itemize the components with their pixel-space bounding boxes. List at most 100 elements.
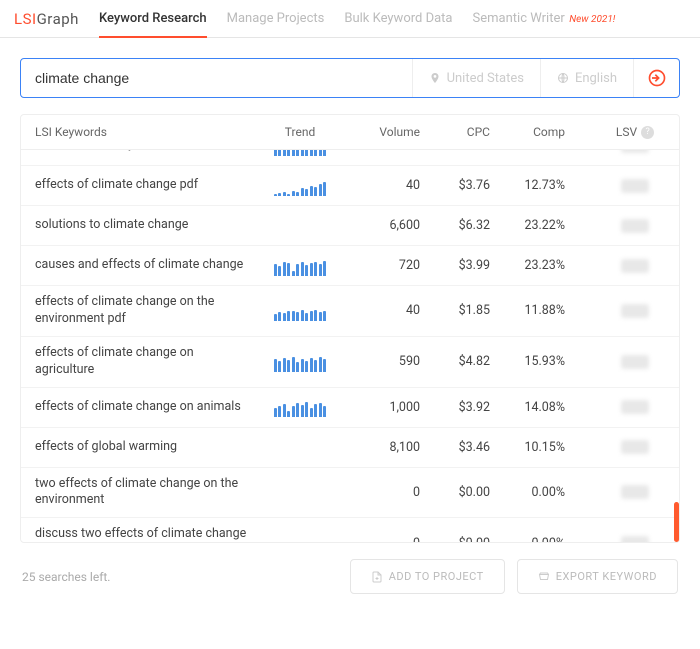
table-row[interactable]: solutions to climate change6,600$6.3223.… bbox=[21, 206, 679, 246]
table-row[interactable]: discuss two effects of climate change on… bbox=[21, 518, 679, 542]
comp-cell: 14.08% bbox=[490, 400, 565, 415]
nav-item[interactable]: Bulk Keyword Data bbox=[344, 11, 452, 26]
vol-cell: 40 bbox=[340, 178, 420, 193]
sparkline bbox=[274, 256, 327, 276]
nav-item[interactable]: Manage Projects bbox=[227, 11, 325, 26]
trend-cell bbox=[260, 256, 340, 276]
sparkline bbox=[274, 301, 327, 321]
table-row[interactable]: effects of global warming 8,100$3.4610.15… bbox=[21, 428, 679, 468]
scrollbar-thumb[interactable] bbox=[674, 502, 679, 542]
keyword-cell: discuss two effects of climate change on… bbox=[35, 526, 260, 542]
lsv-cell bbox=[605, 440, 665, 454]
keyword-cell: two effects of climate change on the env… bbox=[35, 476, 260, 510]
lsv-cell bbox=[605, 259, 665, 273]
trend-cell bbox=[260, 150, 340, 156]
lsv-blurred-value bbox=[621, 440, 649, 454]
export-icon bbox=[538, 571, 550, 583]
lsv-cell bbox=[605, 485, 665, 499]
nav-item[interactable]: Keyword Research bbox=[99, 11, 207, 38]
keyword-cell: effects of climate change on the environ… bbox=[35, 294, 260, 328]
lsv-blurred-value bbox=[621, 536, 649, 542]
search-quota-status: 25 searches left. bbox=[22, 570, 110, 584]
lsv-blurred-value bbox=[621, 400, 649, 414]
globe-icon bbox=[557, 72, 569, 84]
search-bar: United States English bbox=[20, 58, 680, 98]
keyword-cell: solutions to climate change bbox=[35, 217, 260, 234]
lsv-cell bbox=[605, 150, 665, 153]
table-row[interactable]: wildlife and ecosystems bbox=[21, 150, 679, 166]
table-body: wildlife and ecosystems effects of climat… bbox=[21, 150, 679, 542]
keyword-cell: effects of global warming bbox=[35, 439, 260, 456]
cpc-cell: $3.99 bbox=[420, 258, 490, 273]
location-label: United States bbox=[447, 71, 524, 86]
add-to-project-button[interactable]: ADD TO PROJECT bbox=[350, 559, 505, 594]
keyword-cell: effects of climate change pdf bbox=[35, 177, 260, 194]
location-icon bbox=[429, 72, 441, 84]
help-icon[interactable]: ? bbox=[641, 126, 654, 139]
search-submit-button[interactable] bbox=[633, 59, 679, 97]
col-cpc: CPC bbox=[420, 125, 490, 139]
trend-cell bbox=[260, 352, 340, 372]
table-row[interactable]: effects of climate change on animals1,00… bbox=[21, 388, 679, 428]
lsv-cell bbox=[605, 179, 665, 193]
enter-icon bbox=[647, 68, 667, 88]
comp-cell: 23.23% bbox=[490, 258, 565, 273]
nav-item[interactable]: Semantic Writer New 2021! bbox=[473, 11, 616, 26]
lsv-blurred-value bbox=[621, 304, 649, 318]
lsv-blurred-value bbox=[621, 150, 649, 153]
top-nav: LSIGraph Keyword Research Manage Projects… bbox=[0, 0, 700, 38]
cpc-cell: $4.82 bbox=[420, 354, 490, 369]
sparkline bbox=[274, 150, 327, 156]
cpc-cell: $1.85 bbox=[420, 303, 490, 318]
keyword-cell: effects of climate change on agriculture bbox=[35, 345, 260, 379]
col-lsv: LSV ? bbox=[605, 125, 665, 139]
table-row[interactable]: causes and effects of climate change720$… bbox=[21, 246, 679, 286]
cpc-cell: $3.92 bbox=[420, 400, 490, 415]
lsv-cell bbox=[605, 400, 665, 414]
cpc-cell: $0.00 bbox=[420, 536, 490, 542]
table-row[interactable]: effects of climate change on the environ… bbox=[21, 286, 679, 337]
footer: 25 searches left. ADD TO PROJECT EXPORT … bbox=[20, 543, 680, 594]
new-badge: New 2021! bbox=[567, 14, 616, 25]
trend-cell bbox=[260, 301, 340, 321]
lsv-cell bbox=[605, 219, 665, 233]
table-row[interactable]: two effects of climate change on the env… bbox=[21, 468, 679, 519]
cpc-cell: $3.76 bbox=[420, 178, 490, 193]
table-row[interactable]: effects of climate change pdf 40$3.7612.7… bbox=[21, 166, 679, 206]
logo: LSIGraph bbox=[14, 10, 79, 28]
comp-cell: 10.15% bbox=[490, 440, 565, 455]
comp-cell: 15.93% bbox=[490, 354, 565, 369]
vol-cell: 0 bbox=[340, 485, 420, 500]
sparkline bbox=[274, 397, 327, 417]
comp-cell: 0.00% bbox=[490, 536, 565, 542]
sparkline bbox=[274, 352, 327, 372]
lsv-blurred-value bbox=[621, 259, 649, 273]
vol-cell: 590 bbox=[340, 354, 420, 369]
vol-cell: 1,000 bbox=[340, 400, 420, 415]
cpc-cell: $6.32 bbox=[420, 218, 490, 233]
comp-cell: 23.22% bbox=[490, 218, 565, 233]
results-panel: LSI Keywords Trend Volume CPC Comp LSV ?… bbox=[20, 114, 680, 543]
file-plus-icon bbox=[371, 571, 383, 583]
cpc-cell: $3.46 bbox=[420, 440, 490, 455]
lsv-blurred-value bbox=[621, 219, 649, 233]
trend-cell bbox=[260, 176, 340, 196]
comp-cell: 12.73% bbox=[490, 178, 565, 193]
search-input[interactable] bbox=[21, 70, 412, 86]
col-keywords: LSI Keywords bbox=[35, 125, 260, 139]
trend-cell bbox=[260, 397, 340, 417]
vol-cell: 40 bbox=[340, 303, 420, 318]
language-label: English bbox=[575, 71, 617, 86]
location-selector[interactable]: United States bbox=[412, 59, 540, 97]
table-row[interactable]: effects of climate change on agriculture… bbox=[21, 337, 679, 388]
keyword-cell: causes and effects of climate change bbox=[35, 257, 260, 274]
lsv-cell bbox=[605, 355, 665, 369]
keyword-cell: wildlife and ecosystems bbox=[35, 150, 260, 154]
comp-cell: 0.00% bbox=[490, 485, 565, 500]
lsv-blurred-value bbox=[621, 355, 649, 369]
vol-cell: 8,100 bbox=[340, 440, 420, 455]
col-trend: Trend bbox=[260, 125, 340, 139]
language-selector[interactable]: English bbox=[540, 59, 633, 97]
export-keyword-button[interactable]: EXPORT KEYWORD bbox=[517, 559, 678, 594]
lsv-blurred-value bbox=[621, 485, 649, 499]
